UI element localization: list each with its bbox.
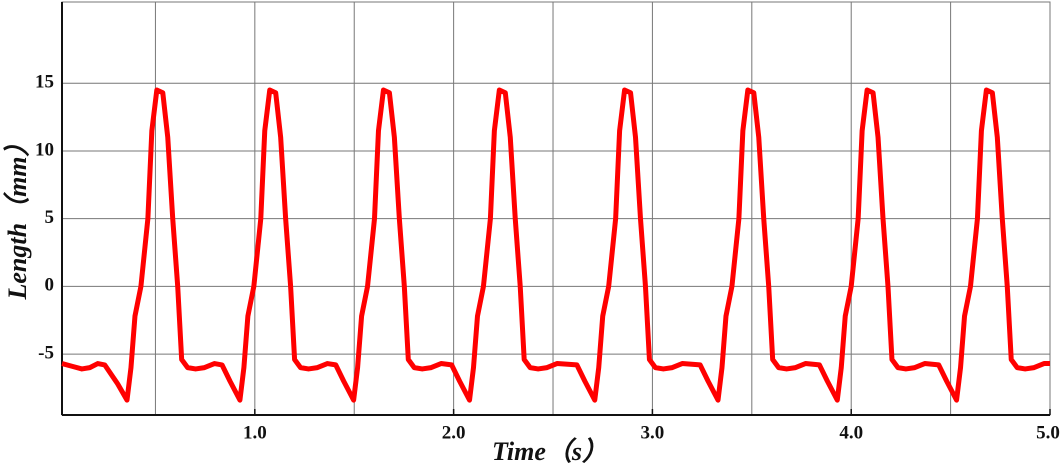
x-axis-title: Time（s） <box>492 437 608 465</box>
plot-frame <box>61 1 1051 416</box>
y-tick-label: -5 <box>38 342 54 363</box>
y-tick-label: 5 <box>45 207 55 228</box>
x-tick-label: 5.0 <box>1036 422 1060 443</box>
x-tick-label: 4.0 <box>839 422 863 443</box>
y-tick-label: 0 <box>45 275 55 296</box>
x-tick-label: 1.0 <box>243 422 267 443</box>
y-axis-title: Length（mm） <box>3 130 32 300</box>
x-tick-label: 3.0 <box>641 422 665 443</box>
y-tick-label: 15 <box>35 72 54 93</box>
y-tick-label: 10 <box>35 139 54 160</box>
data-line <box>61 87 1050 403</box>
x-tick-label: 2.0 <box>442 422 466 443</box>
